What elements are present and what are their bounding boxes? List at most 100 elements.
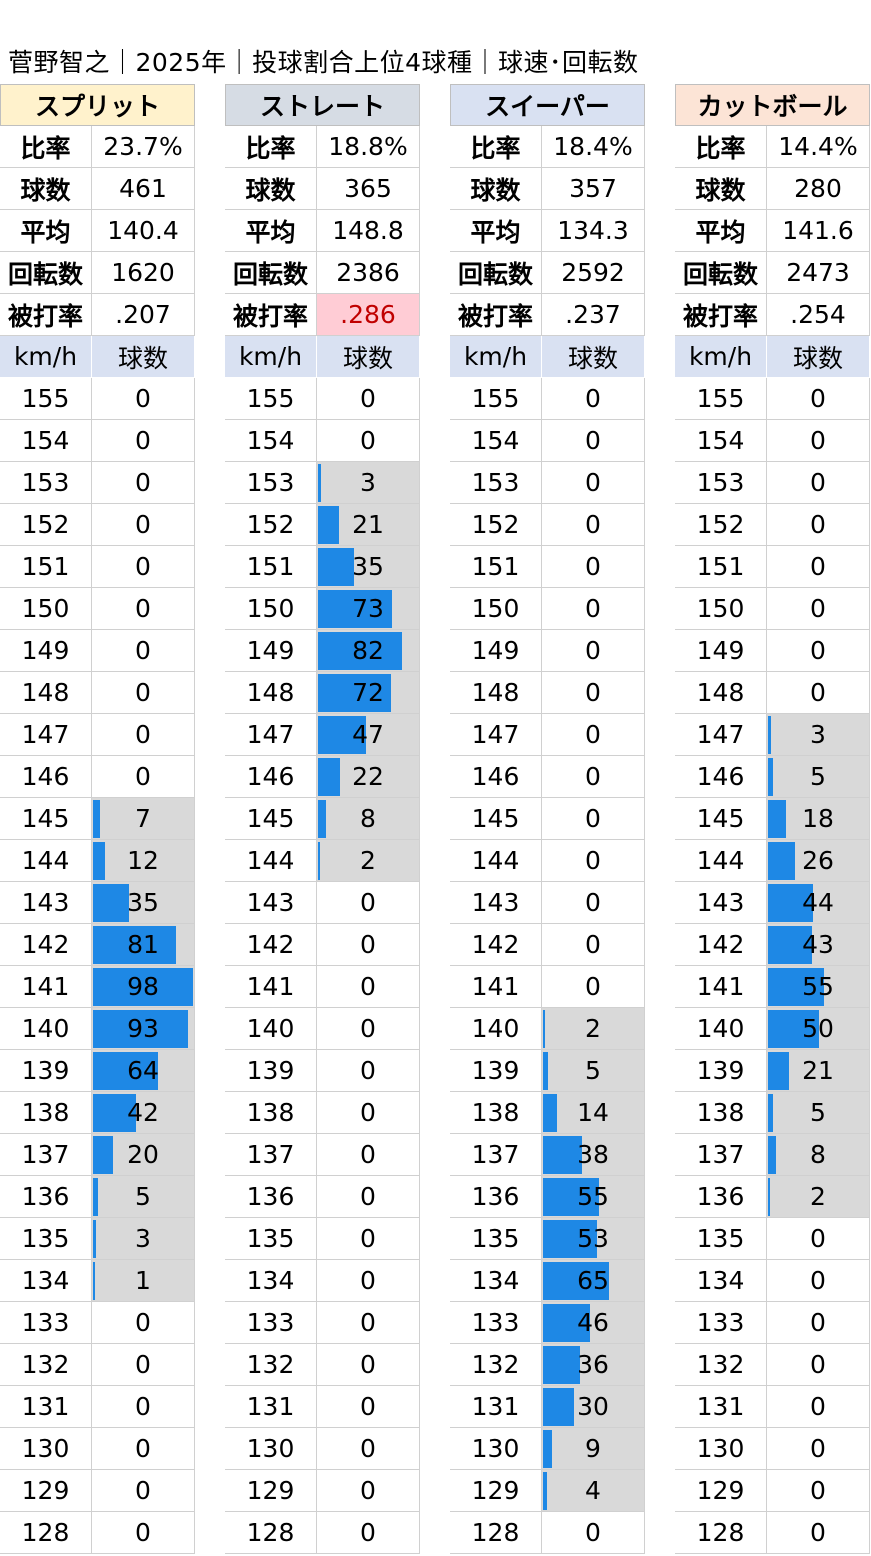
speed-row: 147 0: [0, 714, 195, 756]
stat-value: 18.8%: [317, 126, 420, 168]
stat-label: 回転数: [225, 252, 317, 294]
speed-label: 141: [225, 966, 317, 1008]
count-bar: [93, 926, 176, 964]
count-bar: [768, 1136, 776, 1174]
speed-label: 143: [225, 882, 317, 924]
speed-row: 139 0: [225, 1050, 420, 1092]
speed-label: 129: [675, 1470, 767, 1512]
stat-value: .286: [317, 294, 420, 336]
stat-label: 比率: [225, 126, 317, 168]
speed-row: 142 81: [0, 924, 195, 966]
speed-row: 143 0: [450, 882, 645, 924]
count-label: 0: [317, 1218, 420, 1260]
speed-row: 155 0: [675, 378, 870, 420]
speed-row: 154 0: [450, 420, 645, 462]
bar-background: [92, 1176, 195, 1218]
stat-row: 回転数 2473: [675, 252, 870, 294]
count-label: 0: [767, 1470, 870, 1512]
speed-row: 145 7: [0, 798, 195, 840]
stat-value: 365: [317, 168, 420, 210]
speed-label: 144: [450, 840, 542, 882]
count-bar: [543, 1094, 557, 1132]
stat-row: 球数 461: [0, 168, 195, 210]
stat-label: 球数: [0, 168, 92, 210]
count-label: 0: [767, 546, 870, 588]
bar-background: [767, 1176, 870, 1218]
count-label: 9: [542, 1428, 645, 1470]
speed-row: 153 0: [450, 462, 645, 504]
speed-row: 143 0: [225, 882, 420, 924]
count-label: 0: [767, 1302, 870, 1344]
count-label: 3: [92, 1218, 195, 1260]
speed-row: 134 1: [0, 1260, 195, 1302]
count-label: 0: [542, 1512, 645, 1554]
pitch-type-header: スイーパー: [450, 84, 645, 126]
speed-label: 146: [225, 756, 317, 798]
count-label: 44: [767, 882, 870, 924]
stat-value: 461: [92, 168, 195, 210]
speed-row: 153 3: [225, 462, 420, 504]
speed-label: 153: [675, 462, 767, 504]
speed-row: 147 47: [225, 714, 420, 756]
count-label: 0: [767, 504, 870, 546]
speed-row: 148 0: [0, 672, 195, 714]
count-bar: [768, 1052, 789, 1090]
column-header-speed: km/h: [450, 336, 542, 378]
speed-label: 136: [225, 1176, 317, 1218]
count-label: 4: [542, 1470, 645, 1512]
count-label: 5: [767, 756, 870, 798]
count-label: 0: [317, 924, 420, 966]
speed-label: 128: [225, 1512, 317, 1554]
speed-row: 152 21: [225, 504, 420, 546]
speed-row: 132 0: [0, 1344, 195, 1386]
speed-row: 143 35: [0, 882, 195, 924]
speed-label: 138: [0, 1092, 92, 1134]
count-label: 0: [317, 1008, 420, 1050]
count-label: 82: [317, 630, 420, 672]
count-bar: [318, 590, 392, 628]
speed-row: 129 4: [450, 1470, 645, 1512]
column-header-count: 球数: [317, 336, 420, 378]
count-label: 0: [92, 1386, 195, 1428]
bar-background: [767, 756, 870, 798]
speed-label: 128: [450, 1512, 542, 1554]
speed-label: 134: [450, 1260, 542, 1302]
speed-row: 155 0: [225, 378, 420, 420]
count-label: 0: [317, 1050, 420, 1092]
speed-label: 153: [0, 462, 92, 504]
count-label: 0: [767, 462, 870, 504]
speed-label: 153: [450, 462, 542, 504]
bar-background: [767, 714, 870, 756]
speed-row: 146 22: [225, 756, 420, 798]
speed-label: 155: [675, 378, 767, 420]
count-label: 0: [767, 378, 870, 420]
count-label: 2: [767, 1176, 870, 1218]
speed-row: 137 8: [675, 1134, 870, 1176]
speed-label: 145: [675, 798, 767, 840]
count-label: 0: [317, 882, 420, 924]
speed-label: 148: [675, 672, 767, 714]
count-label: 0: [767, 1512, 870, 1554]
speed-row: 138 0: [225, 1092, 420, 1134]
speed-row: 132 0: [225, 1344, 420, 1386]
count-bar: [543, 1052, 548, 1090]
speed-label: 145: [450, 798, 542, 840]
count-bar: [543, 1010, 545, 1048]
speed-row: 129 0: [0, 1470, 195, 1512]
speed-label: 132: [0, 1344, 92, 1386]
speed-label: 152: [225, 504, 317, 546]
count-label: 0: [542, 840, 645, 882]
count-label: 8: [317, 798, 420, 840]
speed-row: 136 0: [225, 1176, 420, 1218]
speed-row: 134 0: [225, 1260, 420, 1302]
speed-row: 145 8: [225, 798, 420, 840]
speed-row: 130 9: [450, 1428, 645, 1470]
bar-background: [767, 1092, 870, 1134]
speed-label: 136: [450, 1176, 542, 1218]
speed-label: 137: [0, 1134, 92, 1176]
count-label: 0: [542, 714, 645, 756]
speed-row: 149 0: [675, 630, 870, 672]
stat-row: 球数 357: [450, 168, 645, 210]
speed-row: 132 0: [675, 1344, 870, 1386]
speed-row: 141 55: [675, 966, 870, 1008]
